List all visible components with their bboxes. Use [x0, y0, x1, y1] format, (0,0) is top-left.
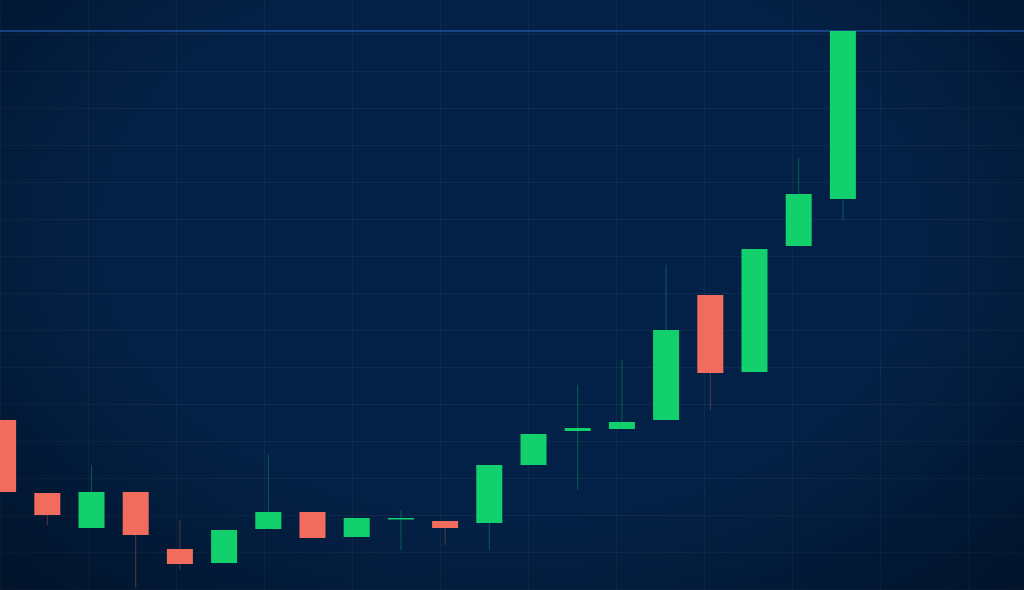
- candle-body: [520, 434, 547, 465]
- candle-body: [564, 428, 591, 431]
- candle-body: [608, 422, 635, 429]
- candle-body: [299, 512, 326, 538]
- candle-body: [476, 465, 503, 523]
- candle-body: [0, 420, 17, 492]
- candle-body: [211, 530, 238, 563]
- candle-body: [829, 31, 856, 199]
- candle-body: [122, 492, 149, 535]
- candle-body: [387, 518, 414, 520]
- candle-body: [255, 512, 282, 529]
- candle-body: [741, 249, 768, 372]
- candle-body: [653, 330, 680, 420]
- candle-body: [343, 518, 370, 537]
- candle-body: [34, 493, 61, 515]
- candle-body: [78, 492, 105, 528]
- candle-body: [432, 521, 459, 528]
- candle-body: [166, 549, 193, 564]
- candle-body: [785, 194, 812, 246]
- candle-body: [697, 295, 724, 373]
